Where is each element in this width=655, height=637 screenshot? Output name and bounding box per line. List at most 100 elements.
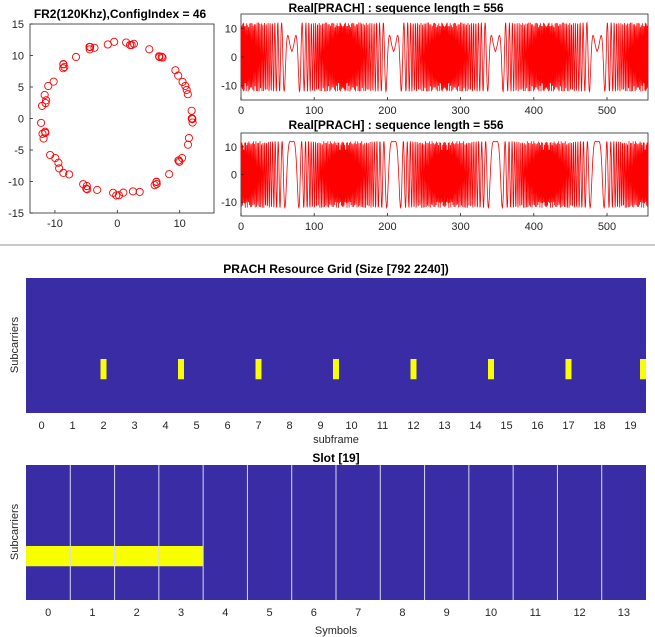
constellation-point	[85, 42, 94, 51]
constellation-point	[187, 106, 196, 115]
resource-grid-active-block	[100, 359, 107, 380]
slot-grid-xtick-label: 3	[178, 607, 184, 619]
resource-grid-xtick-label: 17	[562, 420, 574, 432]
slot-grid-panel: Slot [19] 0 1 2 3 4 5 6 7 8 9 10 11 12 13 Symbols Sub…	[9, 451, 646, 637]
resource-grid-active-block	[333, 359, 339, 380]
resource-grid-ticks: 0 1 2 3 4 5 6 7 8 9 10 11 12 13 14 15 16 17 18 19	[38, 420, 636, 432]
prach-line-xtick-label: 500	[598, 221, 616, 233]
constellation-point	[188, 118, 197, 127]
constellation-point	[187, 114, 196, 123]
slot-grid-xtick-label: 1	[89, 607, 95, 619]
constellation-point	[165, 170, 174, 179]
constellation-point	[145, 45, 154, 54]
prach-line-panel-1: Real[PRACH] : sequence length = 556 0 100…	[221, 1, 649, 117]
prach-line-ytick-label: 10	[225, 142, 237, 154]
resource-grid-xtick-label: 4	[162, 420, 168, 432]
constellation-xtick-label: -10	[47, 218, 63, 230]
constellation-point	[59, 168, 68, 177]
prach-line-xtick-label: 100	[305, 105, 323, 117]
resource-grid-ylabel: Subcarriers	[9, 316, 21, 373]
slot-grid-xtick-label: 9	[444, 607, 450, 619]
constellation-point	[41, 99, 50, 108]
constellation-ytick-label: 15	[12, 19, 24, 31]
constellation-point	[188, 115, 197, 124]
constellation-point	[126, 41, 135, 50]
resource-grid-xtick-label: 16	[531, 420, 543, 432]
constellation-point	[59, 60, 68, 69]
prach-line-2-title: Real[PRACH] : sequence length = 556	[288, 118, 503, 132]
constellation-ticks: -10 0 10 15 10 5 0 -5 -10 -15	[8, 19, 186, 230]
resource-grid-active-block	[565, 359, 572, 380]
constellation-point	[158, 53, 167, 62]
resource-grid-active-blocks	[100, 359, 646, 380]
resource-grid-xtick-label: 1	[69, 420, 75, 432]
constellation-point	[49, 77, 58, 86]
constellation-point	[174, 156, 183, 165]
constellation-point	[82, 184, 91, 193]
constellation-point	[55, 164, 64, 173]
constellation-point	[129, 39, 138, 48]
constellation-point	[65, 170, 74, 179]
constellation-point	[152, 177, 161, 187]
prach-line-ytick-label: 0	[231, 52, 237, 64]
resource-grid-background	[26, 278, 646, 413]
resource-grid-xtick-label: 14	[469, 420, 481, 432]
constellation-point	[38, 129, 47, 138]
resource-grid-active-block	[178, 359, 184, 380]
prach-line-ytick-label: 0	[231, 170, 237, 182]
prach-line-xtick-label: 200	[378, 221, 396, 233]
constellation-point	[42, 96, 51, 105]
resource-grid-title: PRACH Resource Grid (Size [792 2240])	[223, 262, 448, 276]
constellation-point	[183, 140, 193, 149]
constellation-panel: FR2(120Khz),ConfigIndex = 46 -10 0 10 15 10 5…	[8, 7, 215, 230]
constellation-point	[90, 43, 99, 52]
prach-line-xtick-label: 0	[238, 221, 244, 233]
resource-grid-xtick-label: 2	[100, 420, 106, 432]
slot-grid-xtick-label: 0	[45, 607, 51, 619]
resource-grid-xtick-label: 18	[593, 420, 605, 432]
slot-grid-xtick-label: 6	[311, 607, 317, 619]
constellation-point	[40, 90, 49, 100]
constellation-ytick-label: 0	[18, 114, 24, 126]
constellation-ytick-label: -5	[14, 145, 24, 157]
constellation-ytick-label: -10	[8, 177, 24, 189]
constellation-point	[181, 81, 190, 90]
resource-grid-xtick-label: 10	[345, 420, 357, 432]
slot-grid-xlabel: Symbols	[315, 625, 358, 637]
constellation-ytick-label: 10	[12, 51, 24, 63]
resource-grid-active-block	[410, 359, 417, 380]
prach-line-xtick-label: 400	[525, 221, 543, 233]
slot-grid-xtick-label: 2	[134, 607, 140, 619]
constellation-point	[114, 191, 123, 200]
constellation-xtick-label: 0	[114, 218, 120, 230]
slot-grid-xtick-label: 5	[267, 607, 273, 619]
constellation-point	[93, 185, 102, 194]
slot-grid-xtick-label: 12	[573, 607, 585, 619]
prach-line-xtick-label: 200	[378, 105, 396, 117]
constellation-point	[182, 85, 191, 94]
constellation-point	[155, 52, 164, 62]
constellation-points	[37, 37, 197, 200]
constellation-point	[174, 71, 183, 80]
constellation-point	[71, 52, 81, 62]
constellation-point	[41, 127, 50, 136]
resource-grid-xtick-label: 0	[38, 420, 44, 432]
slot-grid-ylabel: Subcarriers	[9, 503, 21, 560]
resource-grid-xtick-label: 3	[131, 420, 137, 432]
resource-grid-xlabel: subframe	[313, 434, 359, 446]
prach-line-1-title: Real[PRACH] : sequence length = 556	[288, 1, 503, 15]
resource-grid-xtick-label: 5	[193, 420, 199, 432]
prach-line-ytick-label: -10	[221, 197, 237, 209]
constellation-point	[109, 188, 118, 197]
constellation-point	[128, 187, 137, 196]
resource-grid-active-block	[488, 359, 494, 380]
constellation-point	[59, 64, 68, 73]
prach-line-2-series	[240, 140, 649, 210]
constellation-point	[178, 77, 187, 86]
slot-grid-symbol-lines	[69, 465, 603, 600]
slot-grid-xtick-label: 13	[618, 607, 630, 619]
resource-grid-xtick-label: 12	[407, 420, 419, 432]
prach-line-ytick-label: -10	[221, 81, 237, 93]
